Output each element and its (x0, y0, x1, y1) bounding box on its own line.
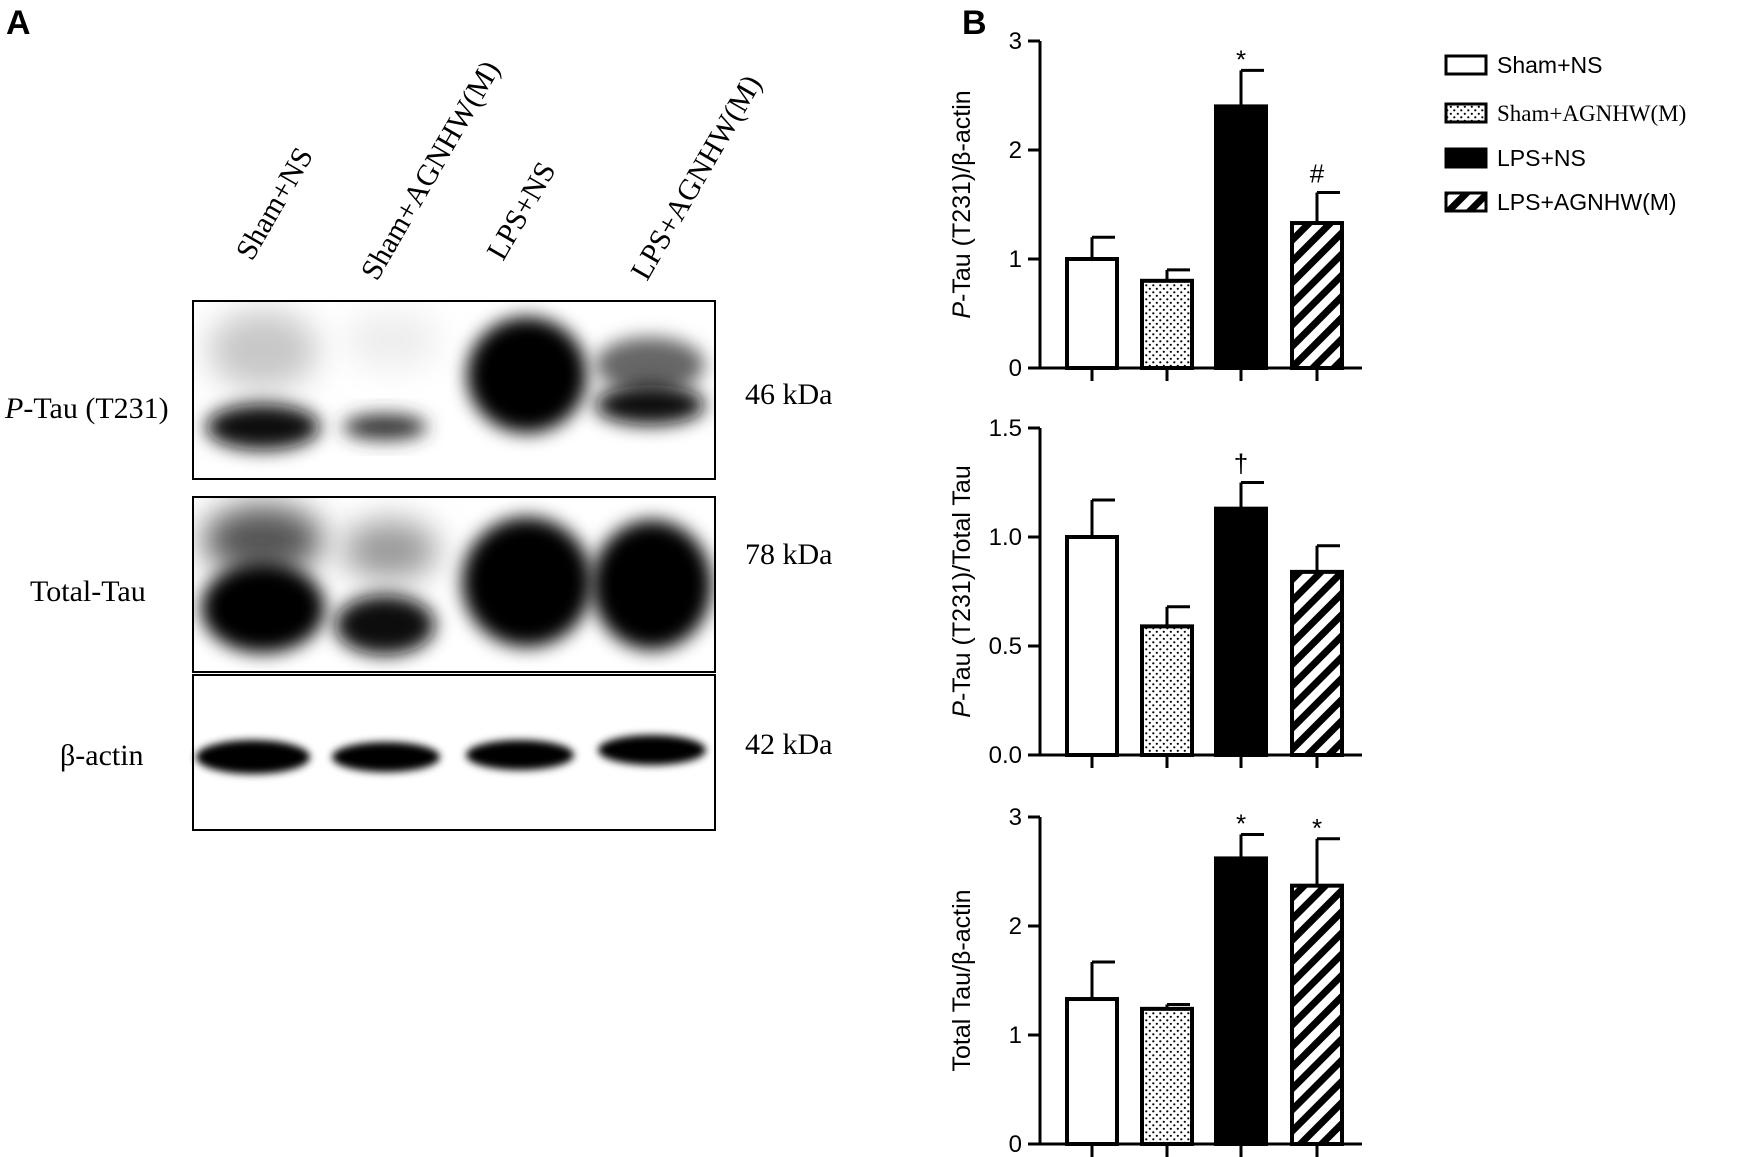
y-axis-label-italic: P (948, 701, 976, 718)
bar-sham-ns (1065, 535, 1119, 757)
lane-labels: Sham+NS Sham+AGNHW(M) LPS+NS LPS+AGNHW(M… (229, 55, 768, 285)
bar-lps-ns (1214, 856, 1268, 1146)
legend-item: Sham+NS (1444, 52, 1602, 78)
y-axis-label-italic: P (948, 302, 976, 319)
y-tick-label: 1 (1009, 1022, 1022, 1049)
bar-sham-agnhw-m (1140, 278, 1194, 370)
blot-row-ptau (192, 300, 716, 480)
panel-b-label: B (962, 4, 987, 42)
significance-mark: * (1236, 44, 1246, 74)
bar-sham-agnhw-m (1140, 1006, 1194, 1147)
bar-lps-ns (1214, 506, 1268, 757)
y-axis-label-text: Total Tau/β-actin (948, 889, 976, 1071)
y-tick-label: 0 (1009, 355, 1022, 382)
legend-swatch (1444, 102, 1488, 124)
blot-row-beta-actin (192, 674, 716, 831)
legend-swatch (1444, 147, 1488, 169)
y-axis-label-text: -Tau (T231)/Total Tau (948, 465, 976, 701)
y-axis-label-text: -Tau (T231)/β-actin (948, 90, 976, 302)
bar-lps-agnhw-m (1290, 221, 1344, 370)
kda-label-beta-actin: 42 kDa (745, 728, 832, 761)
kda-label-ptau: 46 kDa (745, 378, 832, 411)
significance-mark: # (1310, 159, 1325, 189)
bar-lps-agnhw-m (1290, 883, 1344, 1146)
bar-sham-ns (1065, 997, 1119, 1147)
legend-item: Sham+AGNHW(M) (1444, 101, 1686, 126)
legend-label: Sham+NS (1497, 52, 1602, 78)
blot-label-total-tau: Total-Tau (30, 575, 146, 608)
legend-item: LPS+AGNHW(M) (1444, 189, 1677, 215)
legend-swatch (1444, 191, 1488, 213)
bar-lps-ns (1214, 104, 1268, 371)
y-tick-label: 1.5 (989, 415, 1022, 442)
legend-item: LPS+NS (1444, 145, 1586, 171)
y-tick-label: 1.0 (989, 524, 1022, 551)
legend-label: LPS+NS (1497, 145, 1586, 171)
lane-label-lps-ns: LPS+NS (480, 156, 562, 265)
bar-lps-agnhw-m (1290, 569, 1344, 757)
legend: Sham+NS Sham+AGNHW(M) LPS+NS LPS+AGNHW(M) (1444, 52, 1686, 215)
legend-swatch (1444, 54, 1488, 76)
significance-mark: * (1236, 808, 1246, 838)
blot-label-beta-actin: β-actin (60, 739, 144, 772)
panel-a-label: A (6, 4, 31, 42)
blot-label-ptau: P-Tau (T231) (4, 392, 169, 425)
y-tick-label: 3 (1009, 804, 1022, 831)
blot-row-total-tau (192, 496, 716, 673)
y-tick-label: 2 (1009, 137, 1022, 164)
lane-label-lps-agnhw: LPS+AGNHW(M) (624, 70, 768, 286)
y-tick-label: 3 (1009, 28, 1022, 55)
bar-chart-1: 0 1 2 3 * # P-Tau (T231)/β-actin (948, 28, 1362, 382)
y-tick-label: 0.0 (989, 742, 1022, 769)
y-tick-label: 2 (1009, 913, 1022, 940)
bar-sham-ns (1065, 257, 1119, 370)
bar-chart-2: 0.0 0.5 1.0 1.5 † P-Tau (T231)/Total Tau (948, 415, 1362, 769)
y-tick-label: 1 (1009, 246, 1022, 273)
significance-mark: * (1312, 813, 1322, 843)
kda-label-total-tau: 78 kDa (745, 538, 832, 571)
y-tick-label: 0 (1009, 1131, 1022, 1157)
y-axis-label: P-Tau (T231)/β-actin (948, 90, 976, 318)
legend-label: Sham+AGNHW(M) (1497, 101, 1686, 126)
bar-sham-agnhw-m (1140, 624, 1194, 757)
y-axis-label: Total Tau/β-actin (948, 889, 976, 1071)
legend-label: LPS+AGNHW(M) (1497, 189, 1677, 215)
lane-label-sham-ns: Sham+NS (229, 142, 319, 266)
significance-mark: † (1234, 449, 1248, 479)
y-axis-label: P-Tau (T231)/Total Tau (948, 465, 976, 717)
y-tick-label: 0.5 (989, 633, 1022, 660)
bar-chart-3: 0 1 2 3 * * Total Tau/β-actin (948, 804, 1362, 1157)
